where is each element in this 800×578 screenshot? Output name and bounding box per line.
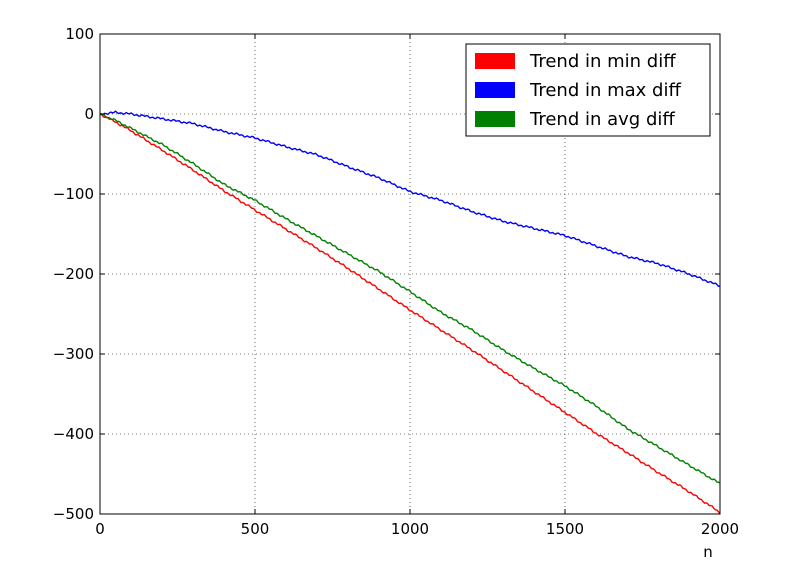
legend-label: Trend in min diff bbox=[529, 51, 676, 72]
axis-ticks bbox=[99, 33, 721, 515]
x-tick-label: 0 bbox=[95, 520, 105, 538]
y-tick-label: −500 bbox=[53, 505, 94, 523]
x-tick-label: 1000 bbox=[391, 520, 429, 538]
legend-swatch bbox=[475, 111, 515, 127]
y-tick-labels: 100 0 −100 −200 −300 −400 −500 bbox=[53, 25, 94, 523]
y-tick-label: −100 bbox=[53, 185, 94, 203]
series-line-1 bbox=[99, 110, 721, 288]
x-axis-label: n bbox=[703, 543, 713, 561]
legend-label: Trend in avg diff bbox=[529, 109, 675, 130]
x-tick-labels: 0 500 1000 1500 2000 bbox=[95, 520, 739, 538]
series-line-2 bbox=[99, 113, 721, 484]
legend: Trend in min diff Trend in max diff Trend … bbox=[465, 43, 711, 137]
legend-swatch bbox=[475, 53, 515, 69]
y-tick-label: 0 bbox=[84, 105, 94, 123]
x-tick-label: 1500 bbox=[546, 520, 584, 538]
legend-swatch bbox=[475, 82, 515, 98]
series-line-0 bbox=[99, 113, 721, 515]
y-tick-label: −400 bbox=[53, 425, 94, 443]
legend-label: Trend in max diff bbox=[529, 80, 681, 101]
y-tick-label: 100 bbox=[65, 25, 94, 43]
x-tick-label: 2000 bbox=[701, 520, 739, 538]
series-lines bbox=[99, 110, 721, 515]
y-tick-label: −200 bbox=[53, 265, 94, 283]
x-tick-label: 500 bbox=[241, 520, 270, 538]
legend-items: Trend in min diff Trend in max diff Trend … bbox=[475, 51, 681, 130]
y-tick-label: −300 bbox=[53, 345, 94, 363]
